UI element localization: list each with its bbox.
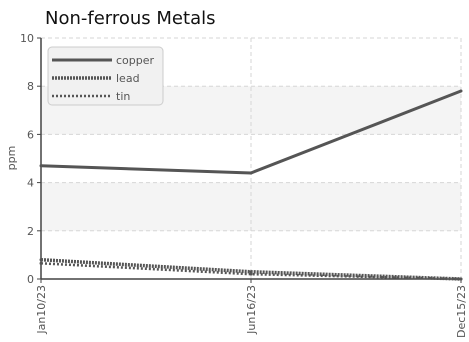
chart-legend: copper lead tin xyxy=(47,46,164,106)
x-tick-labels: Jan10/23 Jun16/23 Dec15/23 xyxy=(35,285,468,338)
legend-label-tin: tin xyxy=(116,90,130,103)
y-tick-label: 6 xyxy=(27,128,34,141)
chart-title: Non-ferrous Metals xyxy=(45,8,215,29)
x-tick-label: Dec15/23 xyxy=(455,285,468,338)
y-tick-label: 4 xyxy=(27,177,34,190)
data-point-copper xyxy=(459,89,463,93)
data-point-lead xyxy=(249,270,253,274)
data-point-copper xyxy=(249,171,253,175)
legend-label-lead: lead xyxy=(116,72,140,85)
y-tick-label: 8 xyxy=(27,80,34,93)
data-point-tin xyxy=(459,277,463,281)
data-point-tin xyxy=(249,272,253,276)
data-point-copper xyxy=(39,164,43,168)
x-tick-label: Jan10/23 xyxy=(35,285,48,335)
y-tick-label: 2 xyxy=(27,225,34,238)
data-point-lead xyxy=(39,258,43,262)
series-lines xyxy=(39,89,463,281)
y-axis-label: ppm xyxy=(5,146,18,171)
x-tick-label: Jun16/23 xyxy=(245,285,258,335)
data-point-tin xyxy=(39,261,43,265)
y-tick-label: 10 xyxy=(20,32,34,45)
legend-label-copper: copper xyxy=(116,54,155,67)
y-tick-label: 0 xyxy=(27,273,34,286)
y-tick-labels: 0 2 4 6 8 10 xyxy=(20,32,34,286)
